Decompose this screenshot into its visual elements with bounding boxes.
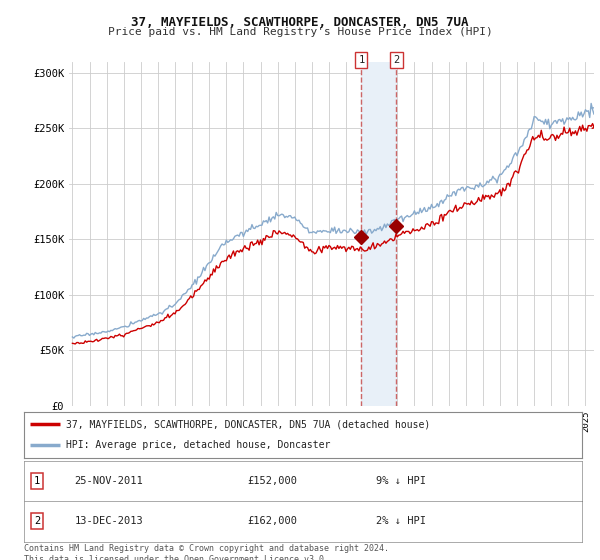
Text: Contains HM Land Registry data © Crown copyright and database right 2024.
This d: Contains HM Land Registry data © Crown c… (24, 544, 389, 560)
Text: 37, MAYFIELDS, SCAWTHORPE, DONCASTER, DN5 7UA (detached house): 37, MAYFIELDS, SCAWTHORPE, DONCASTER, DN… (66, 419, 430, 430)
Text: £152,000: £152,000 (247, 476, 297, 486)
Text: 9% ↓ HPI: 9% ↓ HPI (376, 476, 425, 486)
Text: 1: 1 (358, 55, 365, 65)
Bar (361, 62, 397, 406)
Text: Price paid vs. HM Land Registry's House Price Index (HPI): Price paid vs. HM Land Registry's House … (107, 27, 493, 37)
Text: 2% ↓ HPI: 2% ↓ HPI (376, 516, 425, 526)
Text: 2: 2 (34, 516, 40, 526)
Text: 13-DEC-2013: 13-DEC-2013 (74, 516, 143, 526)
Text: £162,000: £162,000 (247, 516, 297, 526)
Text: 37, MAYFIELDS, SCAWTHORPE, DONCASTER, DN5 7UA: 37, MAYFIELDS, SCAWTHORPE, DONCASTER, DN… (131, 16, 469, 29)
Text: HPI: Average price, detached house, Doncaster: HPI: Average price, detached house, Donc… (66, 440, 330, 450)
Text: 25-NOV-2011: 25-NOV-2011 (74, 476, 143, 486)
Text: 2: 2 (394, 55, 400, 65)
Text: 1: 1 (34, 476, 40, 486)
